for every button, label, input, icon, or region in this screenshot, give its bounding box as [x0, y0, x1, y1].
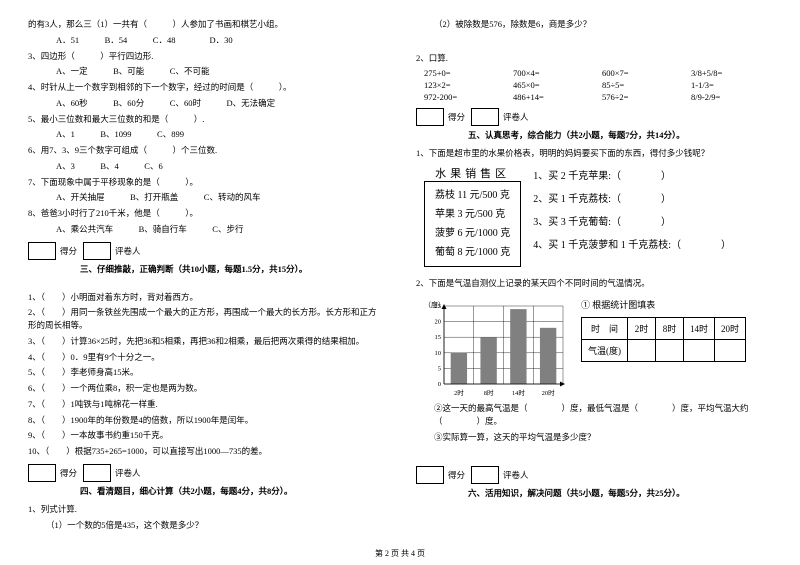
judge-item: 4、（ ）0．9里有9个十分之一。 — [28, 351, 384, 364]
score-label: 得分 — [60, 467, 77, 479]
table-cell — [715, 340, 746, 362]
svg-text:10: 10 — [435, 350, 442, 357]
fruit-row: 葡萄 8 元/1000 克 — [435, 243, 510, 262]
buy-item: 2、买 1 千克荔枝:（ ） — [533, 188, 731, 211]
options: A、1 B、1099 C、899 — [28, 128, 384, 141]
options: A、3 B、4 C、6 — [28, 160, 384, 173]
question-text: 6、用7、3、9三个数字可组成（ ）个三位数. — [28, 144, 384, 157]
reviewer-label: 评卷人 — [115, 467, 141, 479]
section-title: 三、仔细推敲，正确判断（共10小题，每题1.5分，共15分）。 — [80, 263, 384, 275]
question-text: 1、列式计算. — [28, 503, 384, 516]
fruit-title: 水果销售区 — [424, 165, 521, 181]
question-text: 5、最小三位数和最大三位数的和是（ ）. — [28, 113, 384, 126]
calc-grid: 275+0= 700×4= 600×7= 3/8+5/8= 123×2= 465… — [424, 68, 772, 102]
question-text: 1、下面是超市里的水果价格表，明明的妈妈要买下面的东西，得付多少钱呢？ — [416, 147, 772, 160]
score-label: 得分 — [448, 469, 465, 481]
fruit-row: 菠萝 6 元/1000 克 — [435, 224, 510, 243]
calc-item: 3/8+5/8= — [691, 68, 772, 78]
table-header: 8时 — [656, 318, 684, 340]
calc-item: 8/9-2/9= — [691, 92, 772, 102]
fruit-row: 苹果 3 元/500 克 — [435, 205, 510, 224]
question-text: 4、时针从上一个数字到相邻的下一个数字，经过的时间是（ ）。 — [28, 81, 384, 94]
score-label: 得分 — [448, 111, 465, 123]
svg-text:20时: 20时 — [542, 388, 556, 397]
calc-item: 123×2= — [424, 80, 505, 90]
buy-item: 3、买 3 千克葡萄:（ ） — [533, 211, 731, 234]
question-text: 7、下面现象中属于平移现象的是（ ）。 — [28, 176, 384, 189]
question-text: （2）被除数是576，除数是6，商是多少？ — [416, 18, 772, 31]
judge-item: 1、（ ）小明面对着东方时，背对着西方。 — [28, 291, 384, 304]
table-cell — [684, 340, 715, 362]
table-cell — [656, 340, 684, 362]
calc-item: 85÷5= — [602, 80, 683, 90]
calc-item: 275+0= — [424, 68, 505, 78]
buy-item: 4、买 1 千克菠萝和 1 千克荔枝:（ ） — [533, 234, 731, 257]
calc-item: 576÷2= — [602, 92, 683, 102]
table-header: 14时 — [684, 318, 715, 340]
question-text: 2、口算. — [416, 52, 772, 65]
section-title: 六、活用知识，解决问题（共5小题，每题5分，共25分）。 — [468, 487, 772, 499]
calc-item: 1-1/3= — [691, 80, 772, 90]
svg-text:2时: 2时 — [454, 388, 464, 397]
table-header: 2时 — [628, 318, 656, 340]
judge-item: 9、（ ）一本故事书约重150千克。 — [28, 429, 384, 442]
options: A、乘公共汽车 B、骑自行车 C、步行 — [28, 223, 384, 236]
score-box: 得分 评卷人 — [28, 464, 384, 482]
temp-table: 时 间 2时 8时 14时 20时 气温(度) — [581, 317, 746, 362]
judge-item: 6、（ ）一个两位乘8，积一定也是两为数。 — [28, 382, 384, 395]
table-caption: ① 根据统计图填表 — [581, 298, 746, 311]
score-label: 得分 — [60, 245, 77, 257]
judge-item: 3、（ ）计算36×25时，先把36和5相乘，再把36和2相乘，最后把两次乘得的… — [28, 335, 384, 348]
judge-item: 10、（ ）根据735+265=1000，可以直接写出1000—735的差。 — [28, 445, 384, 458]
fruit-box: 水果销售区 荔枝 11 元/500 克 苹果 3 元/500 克 菠萝 6 元/… — [424, 165, 521, 267]
judge-item: 8、（ ）1900年的年份数是4的倍数，所以1900年是闰年。 — [28, 414, 384, 427]
table-cell: 气温(度) — [582, 340, 628, 362]
reviewer-label: 评卷人 — [503, 111, 529, 123]
section-title: 四、看清题目，细心计算（共2小题，每题4分，共8分）。 — [80, 485, 384, 497]
reviewer-label: 评卷人 — [503, 469, 529, 481]
table-header: 20时 — [715, 318, 746, 340]
question-text: ③实际算一算，这天的平均气温是多少度？ — [416, 431, 772, 444]
svg-text:8时: 8时 — [484, 388, 494, 397]
judge-item: 5、（ ）李老师身高15米。 — [28, 366, 384, 379]
reviewer-label: 评卷人 — [115, 245, 141, 257]
fruit-row: 荔枝 11 元/500 克 — [435, 186, 510, 205]
question-text: （1）一个数的5倍是435，这个数是多少？ — [28, 519, 384, 532]
question-text: 3、四边形（ ）平行四边形. — [28, 50, 384, 63]
svg-text:25: 25 — [435, 303, 442, 310]
options: A、60秒 B、60分 C、60时 D、无法确定 — [28, 97, 384, 110]
question-text: 8、爸爸3小时行了210千米，他是（ ）。 — [28, 207, 384, 220]
options: A、开关抽屉 B、打开瓶盖 C、转动的风车 — [28, 191, 384, 204]
table-header: 时 间 — [582, 318, 628, 340]
svg-text:15: 15 — [435, 334, 442, 341]
question-text: 的有3人，那么三（1）一共有（ ）人参加了书画和棋艺小组。 — [28, 18, 384, 31]
score-box: 得分 评卷人 — [416, 108, 772, 126]
question-text: ②这一天的最高气温是（ ）度，最低气温是（ ）度，平均气温大约（ ）度。 — [416, 402, 772, 428]
page-footer: 第 2 页 共 4 页 — [0, 548, 800, 559]
bar-chart: （度）25201510502时8时14时20时 — [422, 298, 567, 398]
calc-item: 600×7= — [602, 68, 683, 78]
calc-item: 465×0= — [513, 80, 594, 90]
calc-item: 972-200= — [424, 92, 505, 102]
calc-item: 700×4= — [513, 68, 594, 78]
buy-item: 1、买 2 千克苹果:（ ） — [533, 165, 731, 188]
options: A、一定 B、可能 C、不可能 — [28, 65, 384, 78]
svg-text:0: 0 — [438, 381, 441, 388]
judge-item: 2、（ ）用同一条铁丝先围成一个最大的正方形，再围成一个最大的长方形。长方形和正… — [28, 306, 384, 332]
section-title: 五、认真思考，综合能力（共2小题，每题7分，共14分）。 — [468, 129, 772, 141]
question-text: 2、下面是气温自测仪上记录的某天四个不同时间的气温情况。 — [416, 277, 772, 290]
calc-item: 486+14= — [513, 92, 594, 102]
svg-text:14时: 14时 — [512, 388, 526, 397]
score-box: 得分 评卷人 — [28, 242, 384, 260]
score-box: 得分 评卷人 — [416, 466, 772, 484]
options: A．51 B．54 C．48 D．30 — [28, 34, 384, 47]
buy-list: 1、买 2 千克苹果:（ ） 2、买 1 千克荔枝:（ ） 3、买 3 千克葡萄… — [533, 165, 731, 267]
table-cell — [628, 340, 656, 362]
svg-text:20: 20 — [435, 319, 442, 326]
judge-item: 7、（ ）1吨铁与1吨棉花一样重. — [28, 398, 384, 411]
svg-text:5: 5 — [438, 365, 441, 372]
